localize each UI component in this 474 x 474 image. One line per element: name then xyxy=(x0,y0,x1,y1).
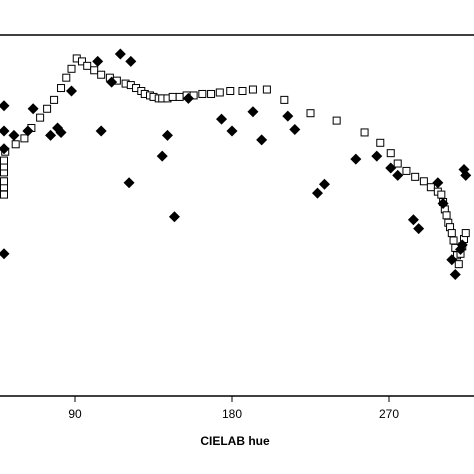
data-point-open-square xyxy=(402,166,411,175)
data-point-open-square xyxy=(97,70,106,79)
data-point-filled-diamond xyxy=(55,126,67,138)
data-point-open-square xyxy=(198,89,207,98)
data-point-filled-diamond xyxy=(22,125,34,137)
data-point-open-square xyxy=(36,113,45,122)
data-point-open-square xyxy=(67,64,76,73)
data-point-open-square xyxy=(280,95,289,104)
data-point-open-square xyxy=(226,87,235,95)
x-axis-title: CIELAB hue xyxy=(200,434,270,448)
data-point-open-square xyxy=(393,159,402,168)
data-point-filled-diamond xyxy=(95,125,107,137)
data-point-filled-diamond xyxy=(66,85,78,97)
x-tick-labels: 90 180 270 xyxy=(68,407,399,421)
data-point-filled-diamond xyxy=(125,55,137,67)
data-point-open-square xyxy=(332,116,341,125)
data-point-filled-diamond xyxy=(247,106,259,118)
data-point-open-square xyxy=(461,229,470,238)
data-point-open-square xyxy=(0,177,8,186)
data-point-filled-diamond xyxy=(392,169,404,181)
data-point-filled-diamond xyxy=(0,248,10,260)
data-point-open-square xyxy=(168,92,177,101)
data-point-filled-diamond xyxy=(371,150,383,162)
data-point-filled-diamond xyxy=(0,143,10,155)
data-point-open-square xyxy=(11,140,20,149)
data-point-open-square xyxy=(0,190,8,199)
data-point-open-square xyxy=(77,57,86,66)
data-point-filled-diamond xyxy=(216,113,228,125)
data-point-filled-diamond xyxy=(437,197,449,209)
data-point-open-square xyxy=(449,236,458,245)
data-point-filled-diamond xyxy=(27,103,39,115)
data-point-filled-diamond xyxy=(256,134,268,146)
data-point-filled-diamond xyxy=(318,178,330,190)
data-point-filled-diamond xyxy=(8,129,20,141)
data-point-open-square xyxy=(207,89,216,98)
data-point-filled-diamond xyxy=(385,162,397,174)
data-point-open-square xyxy=(83,61,92,70)
data-point-open-square xyxy=(20,134,29,143)
data-point-filled-diamond xyxy=(161,129,173,141)
data-point-filled-diamond xyxy=(92,55,104,67)
x-tick-label: 180 xyxy=(222,407,242,421)
data-point-open-square xyxy=(426,183,435,192)
data-point-filled-diamond xyxy=(456,239,468,251)
data-point-open-square xyxy=(175,92,184,101)
data-point-filled-diamond xyxy=(289,123,301,135)
data-point-open-square xyxy=(57,84,66,93)
data-point-open-square xyxy=(437,190,446,199)
data-point-filled-diamond xyxy=(168,211,180,223)
data-point-filled-diamond xyxy=(449,269,461,281)
x-tick-label: 90 xyxy=(68,407,82,421)
data-point-filled-diamond xyxy=(45,129,57,141)
data-point-open-square xyxy=(215,88,224,97)
data-point-open-square xyxy=(386,149,395,158)
data-point-open-square xyxy=(90,66,99,75)
data-point-filled-diamond xyxy=(350,153,362,165)
data-point-open-square xyxy=(376,138,385,147)
data-point-filled-diamond xyxy=(156,150,168,162)
data-point-open-square xyxy=(238,87,247,95)
data-point-filled-diamond xyxy=(114,48,126,60)
data-point-open-square xyxy=(419,177,428,186)
series-filled-diamonds xyxy=(0,48,472,281)
plot-frame xyxy=(0,34,474,397)
data-point-filled-diamond xyxy=(446,254,458,266)
data-point-filled-diamond xyxy=(407,214,419,226)
data-point-filled-diamond xyxy=(413,223,425,235)
data-point-open-square xyxy=(442,211,451,220)
data-point-open-square xyxy=(360,128,369,137)
data-point-filled-diamond xyxy=(226,125,238,137)
data-point-open-square xyxy=(43,104,52,113)
data-point-filled-diamond xyxy=(311,187,323,199)
data-point-open-square xyxy=(447,229,456,238)
data-point-open-square xyxy=(248,85,257,94)
x-tick-marks xyxy=(74,396,390,402)
data-point-open-square xyxy=(262,85,271,94)
data-point-filled-diamond xyxy=(0,125,10,137)
data-point-filled-diamond xyxy=(182,92,194,104)
data-point-open-square xyxy=(62,73,71,82)
data-point-filled-diamond xyxy=(123,177,135,189)
data-point-open-square xyxy=(411,172,420,181)
data-point-filled-diamond xyxy=(0,100,10,112)
data-point-filled-diamond xyxy=(282,110,294,122)
data-point-open-square xyxy=(454,260,463,269)
data-point-filled-diamond xyxy=(460,169,472,181)
data-point-open-square xyxy=(0,156,8,165)
data-point-open-square xyxy=(306,109,315,118)
data-point-filled-diamond xyxy=(106,76,118,88)
x-tick-label: 270 xyxy=(379,407,399,421)
data-point-open-square xyxy=(50,95,59,104)
data-point-filled-diamond xyxy=(432,177,444,189)
